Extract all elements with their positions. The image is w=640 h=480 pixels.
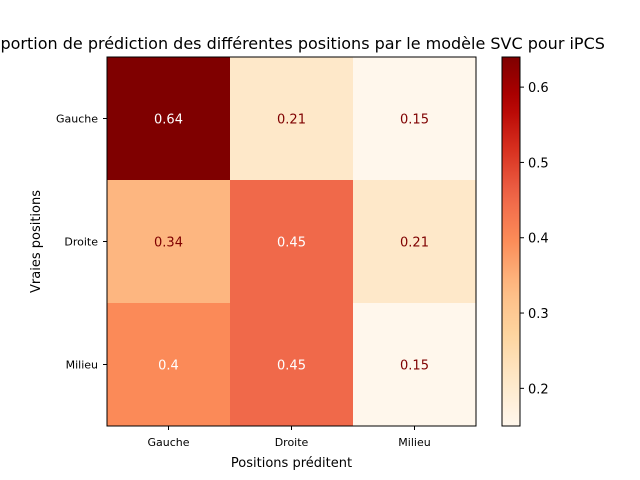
y-tick-label: Gauche: [56, 113, 98, 126]
colorbar-ticks: 0.2 0.3 0.4 0.5 0.6: [520, 81, 549, 397]
x-tick-label: Milieu: [398, 436, 430, 449]
colorbar-tick-label: 0.5: [528, 156, 549, 171]
x-axis-ticks: Gauche Droite Milieu: [147, 426, 431, 449]
cell-value-label-1-2: 0.21: [400, 236, 429, 251]
y-axis-label: Vraies positions: [29, 190, 44, 293]
y-tick-label: Milieu: [66, 359, 98, 372]
cell-value-label-2-0: 0.4: [158, 359, 179, 374]
heatmap-cell-1-1: [230, 180, 354, 304]
x-axis-label: Positions préditent: [231, 456, 352, 471]
y-tick-label: Droite: [64, 236, 98, 249]
cell-value-label-0-0: 0.64: [154, 113, 183, 128]
y-axis-ticks: Gauche Droite Milieu: [56, 113, 107, 372]
heatmap-cells: [107, 57, 477, 427]
cell-value-label-0-1: 0.21: [277, 113, 306, 128]
colorbar: [501, 56, 521, 427]
cell-value-label-2-2: 0.15: [400, 359, 429, 374]
heatmap-cell-0-0: [107, 57, 231, 181]
x-tick-label: Gauche: [147, 436, 189, 449]
chart-title: Proportion de prédiction des différentes…: [0, 34, 605, 53]
colorbar-tick-label: 0.6: [528, 81, 549, 96]
cell-value-label-1-0: 0.34: [154, 236, 183, 251]
heatmap-cell-0-2: [353, 57, 477, 181]
colorbar-tick-label: 0.3: [528, 307, 549, 322]
cell-value-label-0-2: 0.15: [400, 113, 429, 128]
heatmap-cell-0-1: [230, 57, 354, 181]
heatmap-cell-1-0: [107, 180, 231, 304]
x-tick-label: Droite: [275, 436, 309, 449]
cell-value-label-2-1: 0.45: [277, 359, 306, 374]
cell-value-label-1-1: 0.45: [277, 236, 306, 251]
heatmap-cell-2-2: [353, 303, 477, 427]
heatmap-cell-2-1: [230, 303, 354, 427]
heatmap-cell-2-0: [107, 303, 231, 427]
colorbar-tick-label: 0.4: [528, 232, 549, 247]
colorbar-tick-label: 0.2: [528, 382, 549, 397]
heatmap-cell-labels: 0.64 0.21 0.15 0.34 0.45 0.21 0.4 0.45 0.15: [154, 113, 429, 374]
heatmap-cell-1-2: [353, 180, 477, 304]
